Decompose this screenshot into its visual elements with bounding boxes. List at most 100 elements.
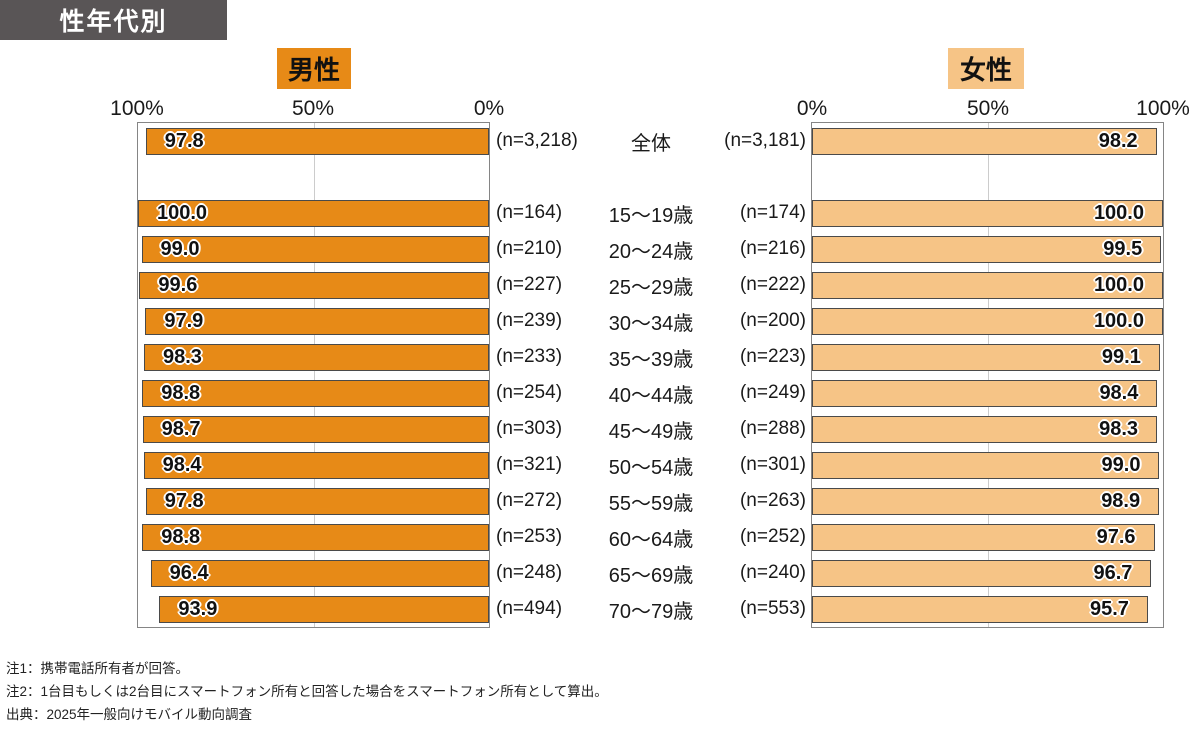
female-bar-value: 96.7 [1093,561,1133,584]
female-axis-100: 100% [1136,97,1190,120]
male-bar-slot: 93.9 [138,591,489,627]
category-row: (n=239) 30〜34歳 (n=200) [490,303,812,339]
category-labels-column: (n=3,218) 全体 (n=3,181) (n=164) 15〜19歳 (n=174)… [490,123,812,627]
female-bar: 98.4 [812,379,1158,407]
male-bar-value: 98.7 [161,417,201,440]
category-row: (n=321) 50〜54歳 (n=301) [490,447,812,483]
female-bar-value: 98.9 [1101,489,1141,512]
male-bar-value: 93.9 [178,597,218,620]
female-bar-slot: 99.1 [812,339,1163,375]
female-n-label: (n=252) [739,526,806,547]
category-row: (n=227) 25〜29歳 (n=222) [490,267,812,303]
female-bar-slot: 99.0 [812,447,1163,483]
male-bar-slot: 98.8 [138,375,489,411]
male-n-label: (n=494) [496,598,563,619]
female-bar-value: 95.7 [1089,597,1129,620]
male-bar: 98.8 [142,523,489,551]
female-bar-value: 100.0 [1093,273,1144,296]
age-group-label: 15〜19歳 [608,204,694,227]
male-bar-value: 97.9 [164,309,204,332]
male-bar: 97.8 [145,127,489,155]
category-row: (n=303) 45〜49歳 (n=288) [490,411,812,447]
section-title-badge: 性年代別 [0,0,227,40]
male-n-label: (n=254) [496,382,563,403]
female-bar: 98.2 [812,127,1157,155]
male-bar-value: 98.8 [161,381,201,404]
male-50pct-gridline [313,123,315,627]
male-bar: 93.9 [159,595,489,623]
female-bar-slot: 96.7 [812,555,1163,591]
female-bar-value: 98.4 [1099,381,1139,404]
male-bar-slot: 96.4 [138,555,489,591]
male-bar: 97.8 [145,487,489,515]
female-bar-value: 99.0 [1101,453,1141,476]
male-bar-slot: 97.9 [138,303,489,339]
female-bar: 98.3 [812,415,1158,443]
category-row: (n=272) 55〜59歳 (n=263) [490,483,812,519]
male-bar-value: 98.4 [162,453,202,476]
female-bar-slot: 97.6 [812,519,1163,555]
category-row: (n=210) 20〜24歳 (n=216) [490,231,812,267]
female-bar-value: 100.0 [1093,201,1144,224]
age-group-label: 50〜54歳 [608,456,694,479]
male-n-label: (n=164) [496,202,563,223]
center-gap-slot [490,159,812,195]
male-axis-50: 50% [291,97,335,120]
category-row: (n=248) 65〜69歳 (n=240) [490,555,812,591]
male-bar-value: 96.4 [169,561,209,584]
female-n-label: (n=200) [739,310,806,331]
female-bar-value: 99.5 [1103,237,1143,260]
female-bar: 99.5 [812,235,1162,263]
female-n-label: (n=553) [739,598,806,619]
female-gap-slot [812,159,1163,195]
female-bar-slot: 98.4 [812,375,1163,411]
male-bar-value: 97.8 [164,129,204,152]
male-n-label: (n=233) [496,346,563,367]
male-bar-slot: 97.8 [138,123,489,159]
female-bar: 99.1 [812,343,1160,371]
category-row: (n=494) 70〜79歳 (n=553) [490,591,812,627]
male-n-label: (n=239) [496,310,563,331]
male-bar: 100.0 [138,199,489,227]
male-bar: 97.9 [145,307,489,335]
female-n-label: (n=263) [739,490,806,511]
female-n-label: (n=3,181) [724,130,806,151]
female-bar-slot: 100.0 [812,267,1163,303]
footnote-1: 注1：携帯電話所有者が回答。 [6,661,190,676]
category-row: (n=164) 15〜19歳 (n=174) [490,195,812,231]
female-bar: 99.0 [812,451,1160,479]
female-bar: 100.0 [812,307,1163,335]
age-group-label: 60〜64歳 [608,528,694,551]
female-bar-value: 98.3 [1099,417,1139,440]
category-row: (n=3,218) 全体 (n=3,181) [490,123,812,159]
male-bar: 96.4 [150,559,489,587]
male-n-label: (n=210) [496,238,563,259]
female-n-label: (n=223) [739,346,806,367]
female-bar: 96.7 [812,559,1152,587]
age-group-label: 55〜59歳 [608,492,694,515]
female-header-badge: 女性 [948,48,1024,89]
category-row: (n=253) 60〜64歳 (n=252) [490,519,812,555]
age-group-label: 30〜34歳 [608,312,694,335]
female-bar: 97.6 [812,523,1155,551]
female-bar-slot: 95.7 [812,591,1163,627]
female-50pct-gridline [987,123,989,627]
female-bar: 100.0 [812,271,1163,299]
age-group-label: 40〜44歳 [608,384,694,407]
male-n-label: (n=253) [496,526,563,547]
male-bar: 99.6 [139,271,489,299]
footnote-source: 出典：2025年一般向けモバイル動向調査 [6,707,253,722]
male-bar-value: 98.3 [162,345,202,368]
male-n-label: (n=248) [496,562,563,583]
male-bar-value: 100.0 [157,201,208,224]
male-bar-slot: 98.7 [138,411,489,447]
male-bar-value: 97.8 [164,489,204,512]
female-bar: 100.0 [812,199,1163,227]
footnotes: 注1：携帯電話所有者が回答。 注2：1台目もしくは2台目にスマートフォン所有と回… [6,657,608,726]
age-group-label: 65〜69歳 [608,564,694,587]
female-bar-slot: 100.0 [812,303,1163,339]
male-bar: 98.4 [143,451,489,479]
female-bar-value: 98.2 [1098,129,1138,152]
age-group-label: 25〜29歳 [608,276,694,299]
